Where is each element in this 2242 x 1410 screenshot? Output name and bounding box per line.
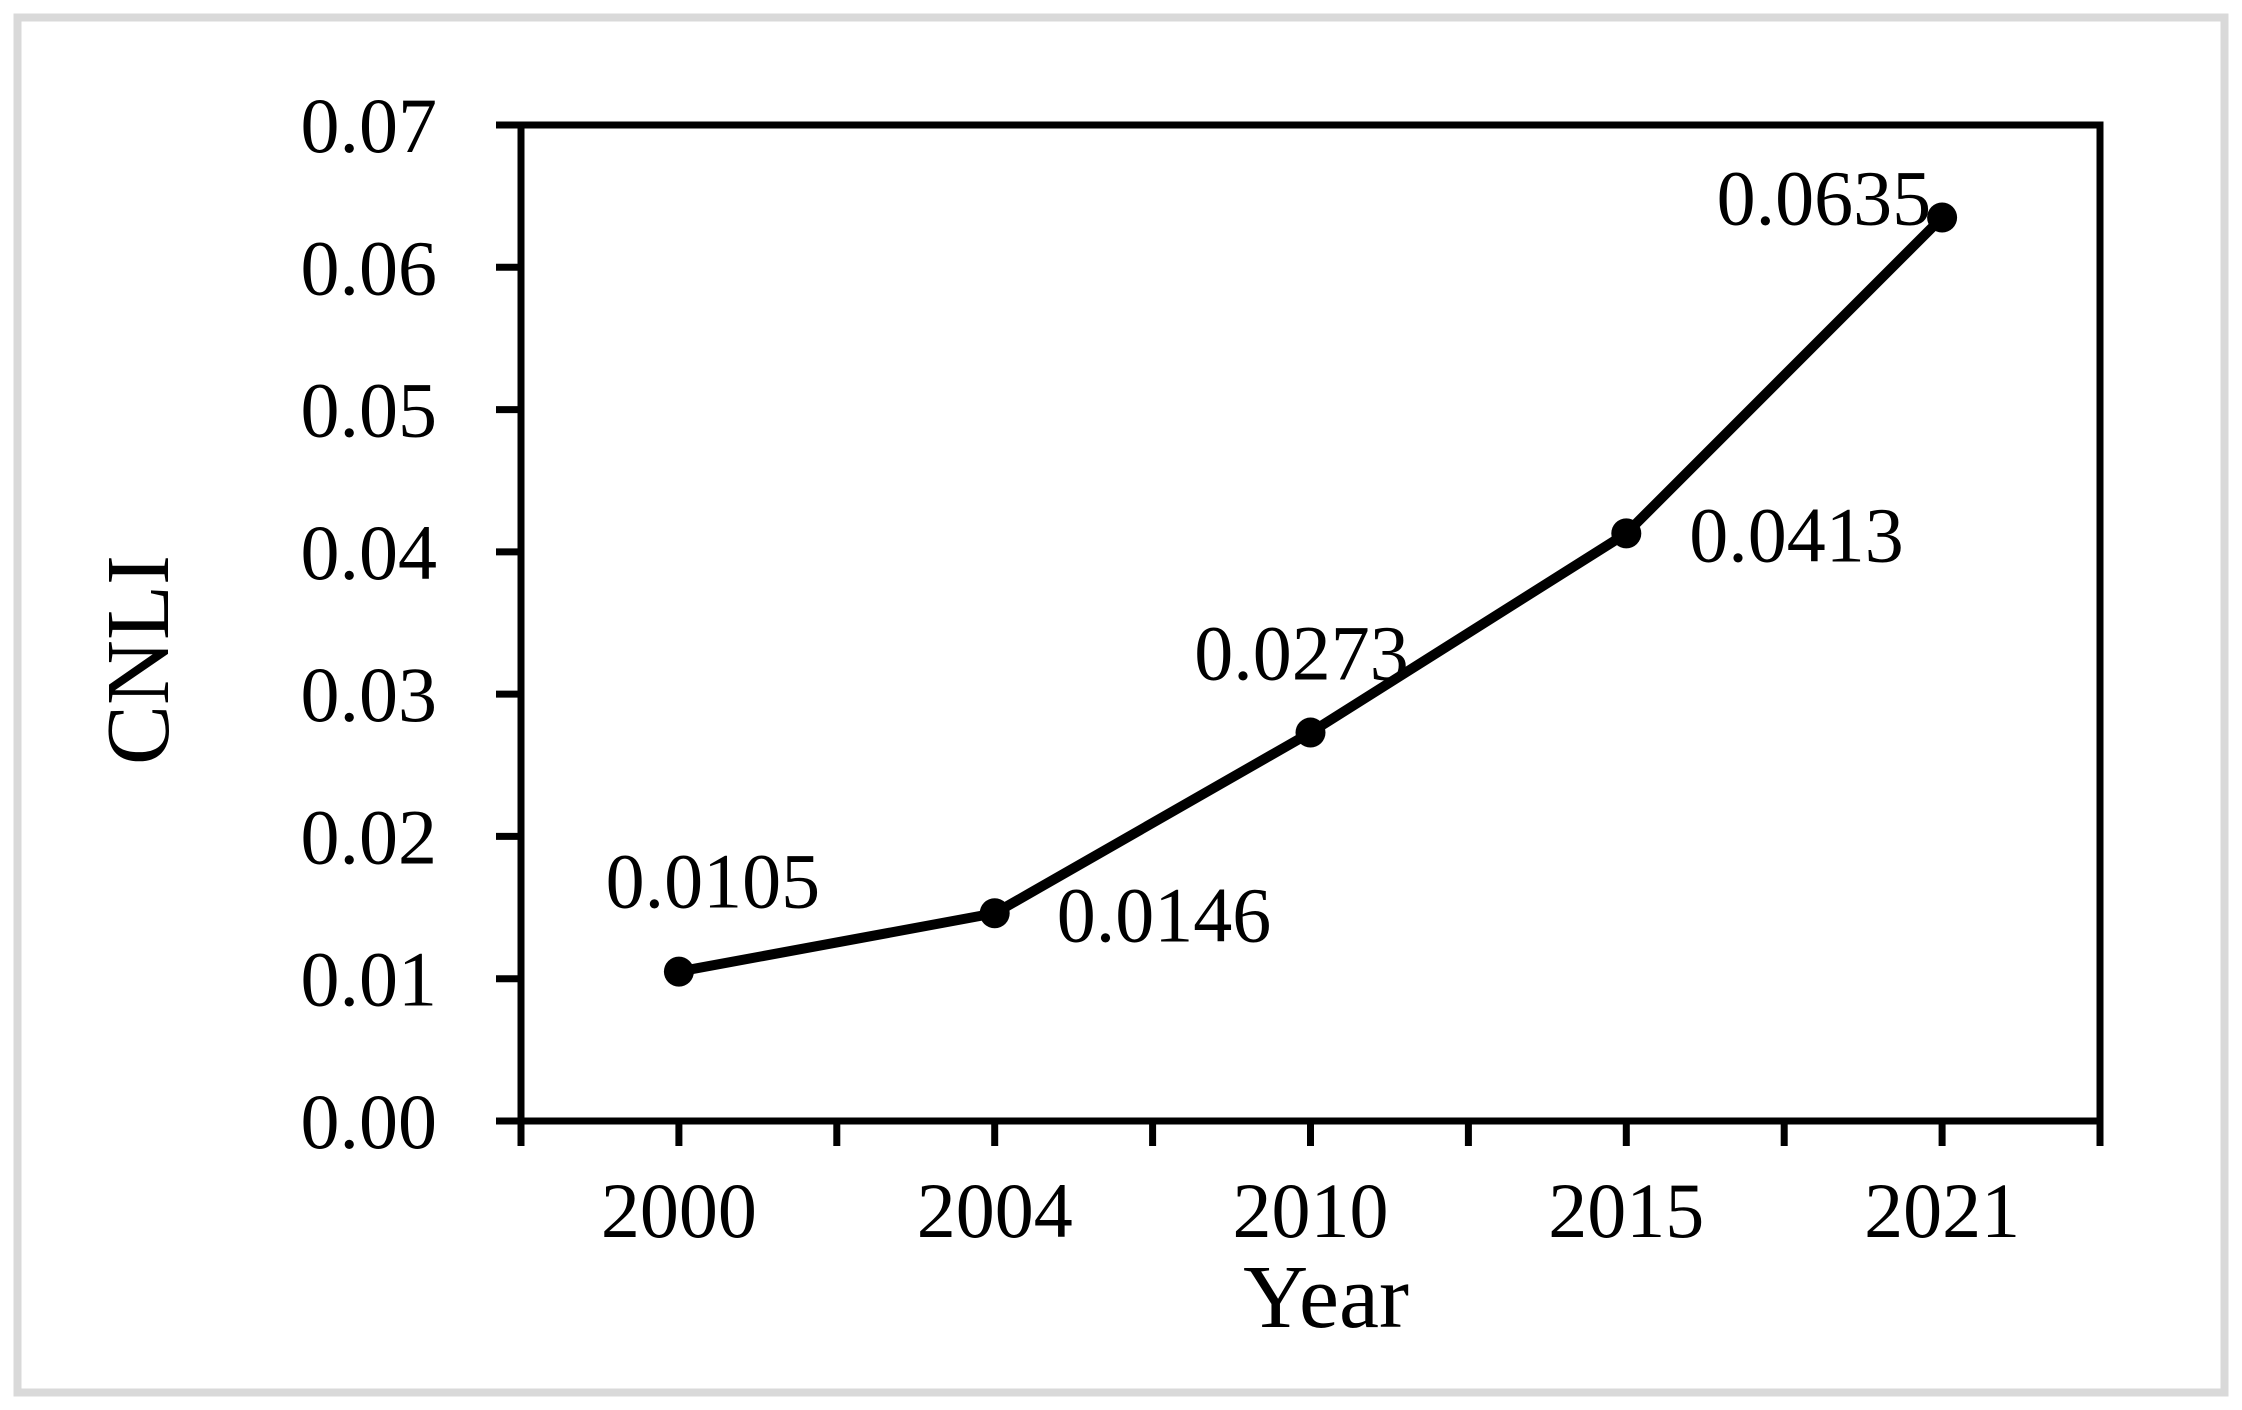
y-tick-label: 0.03 (301, 651, 438, 738)
x-axis-ticks (517, 1121, 2104, 1146)
y-tick-label: 0.07 (301, 82, 438, 169)
data-point-label: 0.0146 (1057, 871, 1272, 958)
y-tick-label: 0.01 (301, 936, 438, 1023)
x-tick-label: 2000 (601, 1167, 757, 1254)
series-line (673, 212, 1948, 977)
y-tick-label: 0.05 (301, 367, 438, 454)
y-tick-label: 0.00 (301, 1078, 438, 1165)
y-axis-tick-labels: 0.00 0.01 0.02 0.03 0.04 0.05 0.06 0.07 (301, 82, 438, 1165)
data-point-label: 0.0105 (606, 838, 821, 925)
y-tick-label: 0.04 (301, 509, 438, 596)
data-point-marker (1295, 717, 1326, 748)
y-tick-label: 0.02 (301, 793, 438, 880)
x-axis-title: Year (1243, 1248, 1409, 1347)
data-point-marker (663, 956, 694, 987)
x-axis-tick-labels: 2000 2004 2010 2015 2021 (601, 1167, 2020, 1254)
data-point-marker (979, 898, 1010, 929)
outer-frame (13, 13, 2229, 1397)
x-tick-label: 2015 (1548, 1167, 1704, 1254)
x-tick-label: 2004 (917, 1167, 1073, 1254)
y-tick-label: 0.06 (301, 224, 438, 311)
y-axis-title: CNLI (89, 555, 188, 765)
data-labels: 0.0105 0.0146 0.0273 0.0413 0.0635 (606, 154, 1931, 958)
y-axis-ticks (496, 121, 521, 1125)
data-point-label: 0.0635 (1717, 154, 1932, 241)
data-point-marker (1927, 202, 1958, 233)
x-tick-label: 2021 (1864, 1167, 2020, 1254)
data-point-marker (1611, 518, 1642, 549)
data-point-label: 0.0273 (1194, 610, 1409, 697)
data-series (663, 202, 1958, 987)
data-point-label: 0.0413 (1689, 491, 1904, 578)
x-tick-label: 2010 (1233, 1167, 1389, 1254)
